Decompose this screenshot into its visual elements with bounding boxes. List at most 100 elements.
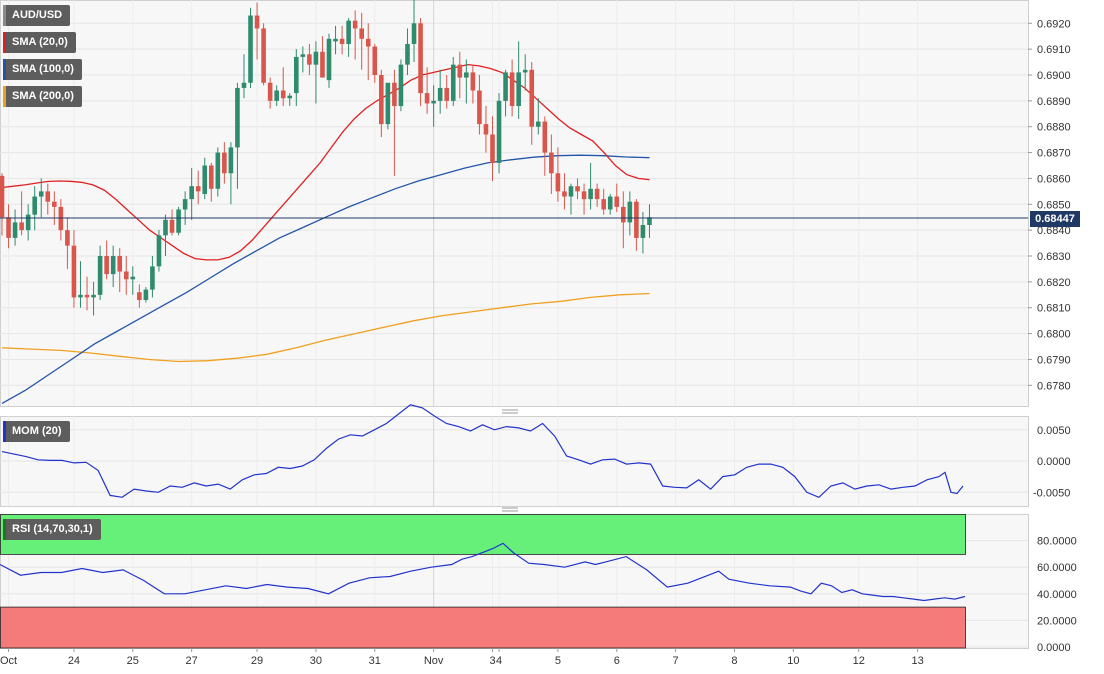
candle-body (424, 93, 430, 104)
legend-rsi-label: RSI (14,70,30,1) (12, 523, 93, 535)
price-tick-label: 0.6860 (1037, 173, 1071, 185)
mom-line (1, 404, 964, 499)
candle-body (477, 90, 482, 125)
candle-body (516, 72, 521, 107)
rsi-tick-label: 80.0000 (1037, 536, 1077, 548)
date-tick-label: 13 (911, 655, 923, 667)
legend-sma100-label: SMA (100,0) (12, 63, 74, 75)
candlesticks (0, 0, 652, 316)
price-tick-label: 0.6840 (1037, 225, 1071, 237)
candle-body (522, 69, 528, 73)
candle-body (12, 222, 18, 238)
candle-body (6, 217, 11, 238)
price-tick-label: 0.6820 (1037, 277, 1071, 289)
date-tick-label: 7 (673, 655, 679, 667)
price-tick-label: 0.6880 (1037, 122, 1071, 134)
legend-sma200[interactable]: SMA (200,0) (3, 86, 82, 107)
candle-body (32, 196, 37, 215)
candle-body (45, 191, 51, 202)
candle-body (346, 20, 351, 44)
date-tick-label: 10 (787, 655, 799, 667)
candle-body (411, 23, 417, 44)
candle-body (529, 69, 535, 127)
legend-swatch (3, 519, 6, 540)
legend-pair-label: AUD/USD (12, 9, 63, 21)
candle-body (150, 266, 155, 290)
candle-body (542, 121, 548, 153)
mom-tick-label: -0.0050 (1033, 487, 1070, 499)
date-tick-label: 12 (853, 655, 865, 667)
candle-body (457, 64, 463, 78)
candle-body (535, 121, 541, 127)
date-tick-label: 31 (369, 655, 381, 667)
candle-body (372, 46, 378, 75)
candle-body (640, 224, 646, 238)
candle-body (621, 206, 626, 223)
price-tick-label: 0.6810 (1037, 303, 1071, 315)
candle-body (365, 38, 371, 47)
candle-body (503, 72, 508, 101)
candle-body (280, 90, 286, 99)
candle-body (123, 271, 129, 280)
legend-mom[interactable]: MOM (20) (3, 421, 70, 442)
candle-body (392, 82, 397, 107)
candle-body (130, 276, 136, 280)
date-tick-label: 8 (731, 655, 737, 667)
sma100-line (1, 154, 650, 404)
candle-body (326, 38, 332, 81)
candle-body (588, 188, 593, 200)
legend-pair[interactable]: AUD/USD (3, 5, 71, 26)
candle-body (333, 38, 338, 42)
candle-body (38, 191, 44, 197)
legend-mom-label: MOM (20) (12, 425, 62, 437)
sma20-path (1, 63, 650, 261)
candle-body (169, 219, 175, 233)
legend-sma20[interactable]: SMA (20,0) (3, 32, 76, 53)
candle-body (496, 100, 502, 163)
price-tick-label: 0.6910 (1037, 44, 1071, 56)
candle-body (117, 256, 123, 272)
date-tick-label: 30 (310, 655, 322, 667)
candle-body (614, 196, 620, 207)
candle-body (137, 292, 142, 300)
legend-rsi[interactable]: RSI (14,70,30,1) (3, 519, 101, 540)
candle-body (555, 173, 561, 192)
sma200-path (1, 292, 650, 363)
price-tick-label: 0.6890 (1037, 96, 1071, 108)
candle-body (195, 186, 201, 192)
candle-body (222, 152, 227, 174)
candle-body (470, 72, 476, 91)
candle-body (627, 201, 633, 223)
legend-sma100[interactable]: SMA (100,0) (3, 59, 82, 80)
candle-body (647, 217, 652, 225)
candle-body (607, 196, 613, 210)
candle-body (274, 90, 279, 101)
candle-body (71, 245, 77, 298)
candle-body (385, 82, 391, 125)
candle-body (444, 87, 450, 101)
candle-body (182, 199, 188, 210)
candle-body (65, 230, 70, 246)
candle-body (202, 165, 208, 194)
price-tick-label: 0.6900 (1037, 70, 1071, 82)
candle-body (248, 15, 253, 83)
price-tick-label: 0.6800 (1037, 329, 1071, 341)
candle-body (156, 235, 162, 267)
mom-tick-label: 0.0050 (1037, 425, 1071, 437)
candle-body (58, 206, 64, 231)
rsi-bands (0, 514, 966, 649)
rsi-tick-label: 60.0000 (1037, 562, 1077, 574)
rsi-path (0, 542, 966, 602)
rsi-line (0, 542, 966, 602)
candle-body (189, 186, 194, 200)
y-axis-ticks: 0.6920 0.6910 0.6900 0.6890 0.6880 0.6870 0.68… (1028, 18, 1077, 654)
date-tick-label: 29 (251, 655, 263, 667)
candle-body (359, 28, 364, 39)
candle-body (91, 294, 96, 298)
price-tick-label: 0.6850 (1037, 199, 1071, 211)
candle-body (437, 87, 443, 101)
candle-body (483, 124, 489, 135)
sma100-path (1, 154, 650, 404)
candle-body (464, 72, 469, 78)
